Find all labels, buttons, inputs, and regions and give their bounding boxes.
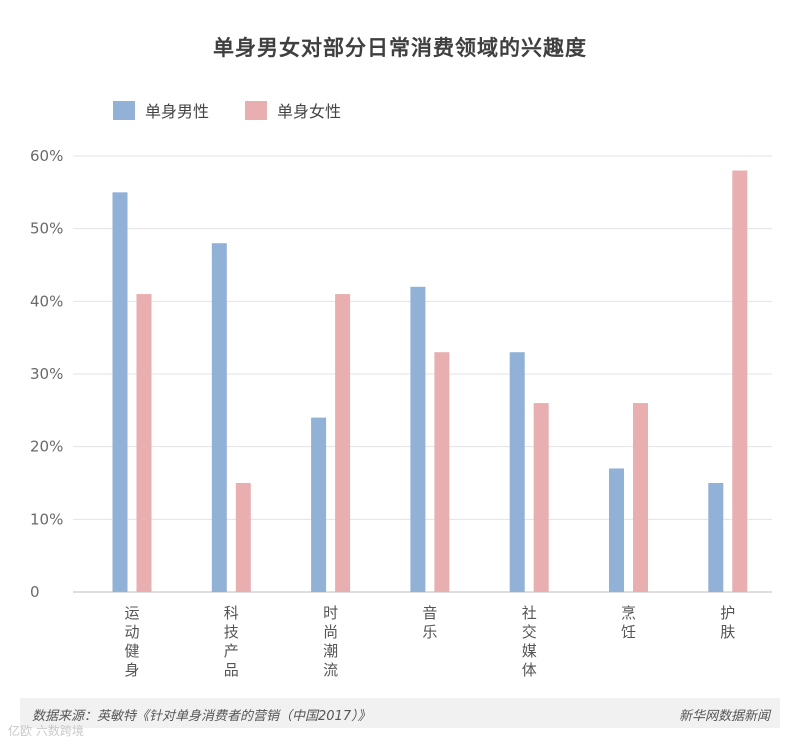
bar-male xyxy=(211,243,227,592)
bar-female xyxy=(235,483,251,592)
legend-swatch-female xyxy=(245,100,268,120)
legend: 单身男性 单身女性 xyxy=(113,99,377,121)
bar-female xyxy=(335,294,351,592)
bar-male xyxy=(410,286,426,592)
x-tick-label: 科技产品 xyxy=(224,604,239,679)
legend-item-female: 单身女性 xyxy=(245,98,341,122)
y-tick-label: 10% xyxy=(30,510,63,528)
chart-title: 单身男女对部分日常消费领域的兴趣度 xyxy=(213,36,587,60)
bar-female xyxy=(533,403,549,592)
legend-label-male: 单身男性 xyxy=(145,102,210,121)
watermark: 亿欧 六数跨境 xyxy=(8,724,84,738)
footer-bar: 数据来源：英敏特《针对单身消费者的营销（中国2017）》 新华网数据新闻 xyxy=(20,698,780,728)
y-tick-label: 30% xyxy=(30,365,63,383)
bar-male xyxy=(509,352,525,592)
y-tick-label: 20% xyxy=(30,438,63,456)
bar-male xyxy=(112,192,128,593)
x-tick-label: 运动健身 xyxy=(124,604,139,679)
x-tick-label: 烹饪 xyxy=(621,604,636,641)
y-tick-label: 0 xyxy=(30,583,40,601)
bar-female xyxy=(732,170,748,593)
x-tick-label: 时尚潮流 xyxy=(323,604,338,679)
credit-note: 新华网数据新闻 xyxy=(678,709,770,724)
bar-female xyxy=(136,294,152,592)
bar-female xyxy=(633,403,648,592)
bar-male xyxy=(708,483,724,592)
source-note: 数据来源：英敏特《针对单身消费者的营销（中国2017）》 xyxy=(32,709,371,724)
bar-chart: 0 10% 20% 30% 40% 50% 60% 运动健身 科技产品 时尚潮流 音乐 社交媒体 烹饪 护… xyxy=(30,147,772,679)
bar-male xyxy=(311,417,327,592)
y-tick-label: 60% xyxy=(30,147,63,165)
y-tick-label: 50% xyxy=(30,220,63,238)
x-tick-label: 音乐 xyxy=(422,604,437,641)
bar-female xyxy=(434,352,450,592)
x-tick-label: 社交媒体 xyxy=(522,604,537,679)
y-tick-label: 40% xyxy=(30,292,63,310)
legend-label-female: 单身女性 xyxy=(277,102,342,121)
bar-male xyxy=(609,468,624,592)
legend-item-male: 单身男性 xyxy=(113,98,209,122)
x-tick-label: 护肤 xyxy=(720,604,735,641)
legend-swatch-male xyxy=(113,100,135,120)
